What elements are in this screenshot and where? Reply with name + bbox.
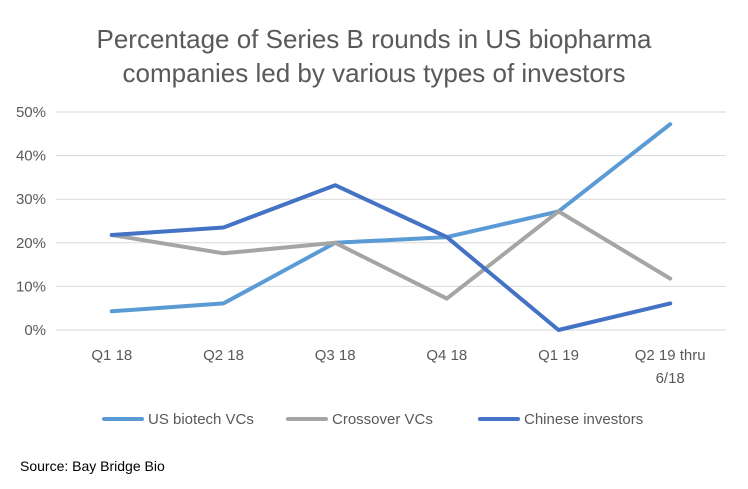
- y-tick-label: 40%: [16, 148, 46, 165]
- x-tick-label: Q4 18: [426, 347, 467, 364]
- chart-title: Percentage of Series B rounds in US biop…: [97, 24, 653, 88]
- x-tick-label: Q2 18: [203, 347, 244, 364]
- legend-label: US biotech VCs: [148, 411, 254, 428]
- y-axis-ticks: 0% 10% 20% 30% 40% 50%: [16, 104, 46, 339]
- y-tick-label: 10%: [16, 278, 46, 295]
- source-note: Source: Bay Bridge Bio: [20, 458, 165, 474]
- y-tick-label: 30%: [16, 191, 46, 208]
- series-line-1: [109, 209, 673, 301]
- chart-title-line: Percentage of Series B rounds in US biop…: [97, 24, 653, 54]
- x-tick-label: Q1 18: [91, 347, 132, 364]
- legend: US biotech VCs Crossover VCs Chinese inves…: [102, 411, 643, 428]
- x-tick-label: Q1 19: [538, 347, 579, 364]
- chart-title-line: companies led by various types of invest…: [123, 58, 626, 88]
- gridlines: [56, 111, 726, 331]
- legend-label: Chinese investors: [524, 411, 643, 428]
- y-tick-label: 0%: [24, 322, 46, 339]
- y-tick-label: 50%: [16, 104, 46, 121]
- x-tick-label: Q3 18: [315, 347, 356, 364]
- y-tick-label: 20%: [16, 235, 46, 252]
- x-tick-label: Q2 19 thru 6/18: [635, 347, 706, 387]
- series-line-0: [109, 122, 673, 314]
- series-lines: [109, 122, 673, 332]
- legend-label: Crossover VCs: [332, 411, 433, 428]
- series-line-2: [109, 183, 673, 332]
- x-axis-ticks: Q1 18 Q2 18 Q3 18 Q4 18 Q1 19 Q2 19 thru 6/18: [91, 347, 705, 387]
